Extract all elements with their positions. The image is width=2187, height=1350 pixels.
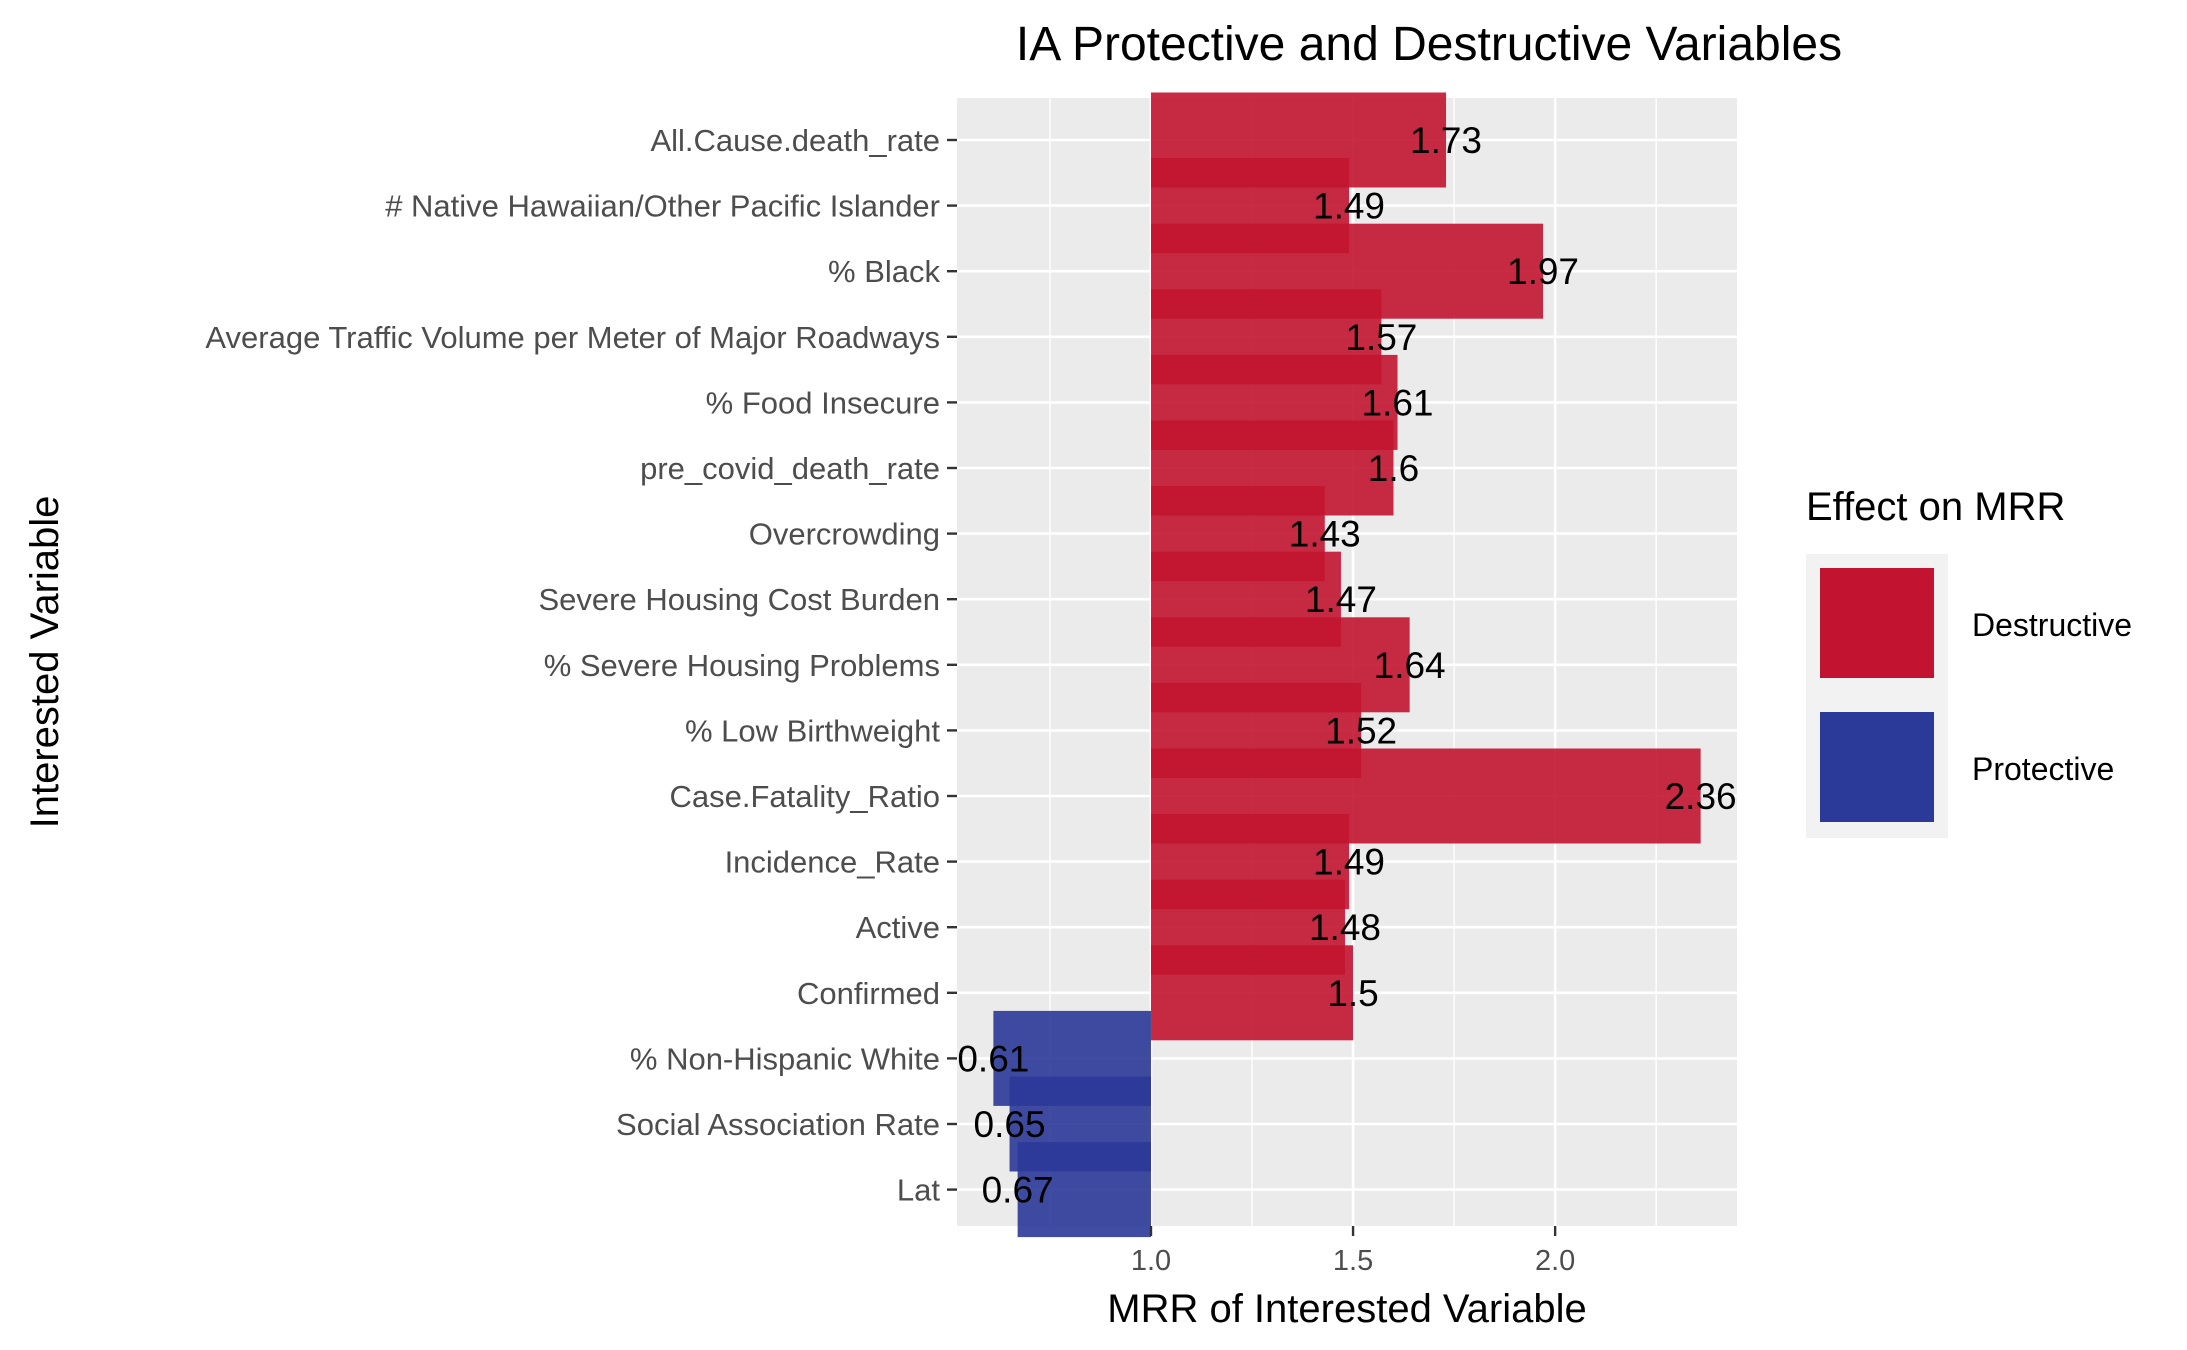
value-label: 1.43 — [1289, 514, 1361, 555]
y-tick-label: # Native Hawaiian/Other Pacific Islander — [385, 189, 940, 224]
y-tick-label: % Food Insecure — [706, 385, 940, 420]
y-tick-label: Incidence_Rate — [725, 845, 940, 880]
y-tick-label: Social Association Rate — [616, 1107, 940, 1142]
value-label: 0.65 — [974, 1104, 1046, 1145]
value-label: 1.47 — [1305, 579, 1377, 620]
bar-protective — [1017, 1142, 1151, 1238]
x-axis: 1.0 1.5 2.0 — [1131, 1226, 1575, 1277]
y-tick-label: % Severe Housing Problems — [544, 648, 940, 683]
y-tick-label: % Non-Hispanic White — [630, 1041, 940, 1076]
y-tick-label: Lat — [897, 1173, 940, 1208]
legend-label-destructive: Destructive — [1972, 607, 2132, 643]
value-label: 1.97 — [1507, 251, 1579, 292]
value-label: 1.6 — [1368, 448, 1419, 489]
value-label: 1.57 — [1345, 317, 1417, 358]
legend-title: Effect on MRR — [1806, 485, 2065, 529]
legend-label-protective: Protective — [1972, 751, 2114, 787]
y-tick-label: Confirmed — [797, 976, 940, 1011]
chart-title: IA Protective and Destructive Variables — [1016, 18, 1842, 71]
value-label: 1.61 — [1362, 382, 1434, 423]
y-tick-label: Severe Housing Cost Burden — [538, 582, 940, 617]
value-label: 1.52 — [1325, 710, 1397, 751]
value-label: 1.5 — [1327, 973, 1378, 1014]
value-label: 1.64 — [1374, 645, 1446, 686]
bars-group — [993, 92, 1701, 1238]
x-tick-label: 1.0 — [1131, 1245, 1171, 1277]
y-tick-label: % Black — [828, 254, 940, 289]
value-label: 1.73 — [1410, 120, 1482, 161]
value-labels-group: 1.73 1.49 1.97 1.57 1.61 1.61.43 1.47 1.64 1.52 2… — [957, 120, 1736, 1211]
y-tick-label: pre_covid_death_rate — [640, 451, 940, 486]
y-tick-label: % Low Birthweight — [685, 713, 940, 748]
legend-swatch-destructive — [1820, 568, 1934, 678]
x-tick-label: 1.5 — [1333, 1245, 1373, 1277]
y-tick-label: Case.Fatality_Ratio — [669, 779, 940, 814]
y-axis-title: Interested Variable — [23, 496, 67, 829]
legend: Effect on MRR Destructive Protective — [1806, 485, 2132, 838]
value-label: 0.67 — [982, 1170, 1054, 1211]
x-axis-title: MRR of Interested Variable — [1107, 1287, 1586, 1331]
y-tick-label: Active — [856, 910, 940, 945]
y-axis: All.Cause.death_rate # Native Hawaiian/Ot… — [205, 123, 957, 1208]
value-label: 1.49 — [1313, 842, 1385, 883]
x-tick-label: 2.0 — [1535, 1245, 1575, 1277]
bar-destructive — [1150, 945, 1354, 1041]
y-tick-label: All.Cause.death_rate — [650, 123, 940, 158]
value-label: 2.36 — [1665, 776, 1737, 817]
y-tick-label: Average Traffic Volume per Meter of Majo… — [205, 320, 940, 355]
value-label: 1.48 — [1309, 907, 1381, 948]
value-label: 1.49 — [1313, 186, 1385, 227]
y-tick-label: Overcrowding — [749, 517, 940, 552]
value-label: 0.61 — [957, 1038, 1029, 1079]
legend-swatch-protective — [1820, 712, 1934, 822]
